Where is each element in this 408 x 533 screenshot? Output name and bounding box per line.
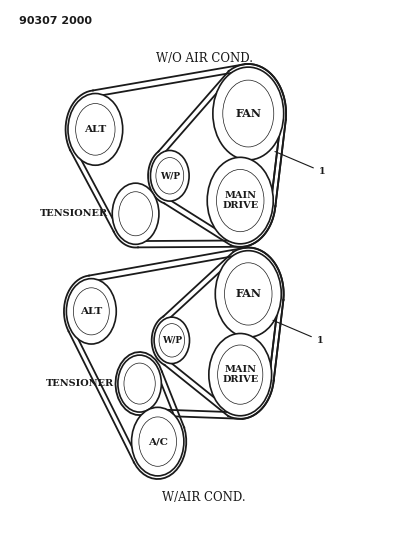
Text: MAIN
DRIVE: MAIN DRIVE — [222, 191, 258, 210]
Text: TENSIONER: TENSIONER — [40, 209, 108, 218]
Circle shape — [209, 334, 272, 416]
Circle shape — [213, 67, 284, 160]
Circle shape — [151, 150, 189, 201]
Text: W/P: W/P — [162, 336, 182, 345]
Circle shape — [68, 93, 123, 165]
Text: W/AIR COND.: W/AIR COND. — [162, 491, 246, 504]
Text: A/C: A/C — [148, 437, 168, 446]
Text: 1: 1 — [273, 320, 323, 345]
Text: W/P: W/P — [160, 171, 180, 180]
Text: ALT: ALT — [80, 307, 102, 316]
Text: TENSIONER: TENSIONER — [46, 379, 114, 388]
Text: FAN: FAN — [235, 108, 261, 119]
Circle shape — [131, 407, 184, 476]
Text: W/O AIR COND.: W/O AIR COND. — [155, 52, 253, 64]
Circle shape — [67, 279, 116, 344]
Circle shape — [154, 317, 189, 364]
Circle shape — [118, 355, 161, 412]
Circle shape — [207, 157, 273, 244]
Text: FAN: FAN — [235, 288, 261, 300]
Text: 90307 2000: 90307 2000 — [19, 16, 92, 26]
Text: ALT: ALT — [84, 125, 106, 134]
Circle shape — [112, 183, 159, 244]
Text: 1: 1 — [275, 151, 325, 176]
Circle shape — [215, 251, 281, 337]
Text: MAIN
DRIVE: MAIN DRIVE — [222, 365, 258, 384]
